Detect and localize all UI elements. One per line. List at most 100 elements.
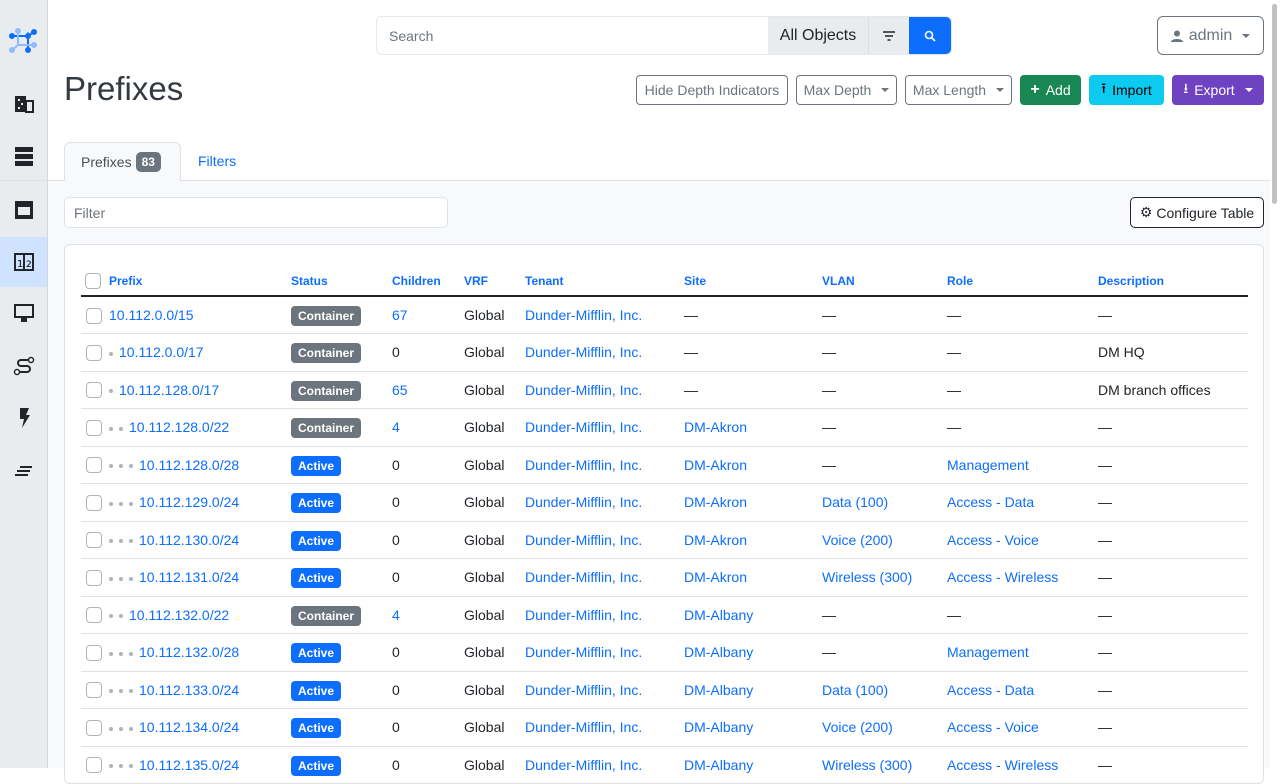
role-link[interactable]: Management: [947, 644, 1029, 661]
table-filter-input[interactable]: [64, 197, 448, 228]
select-all-checkbox[interactable]: [85, 273, 101, 289]
prefix-link[interactable]: 10.112.0.0/17: [119, 344, 204, 361]
tab-prefixes[interactable]: Prefixes 83: [64, 142, 181, 181]
circuits-icon[interactable]: [0, 341, 47, 391]
scrollbar[interactable]: [1270, 0, 1280, 768]
prefix-link[interactable]: 10.112.128.0/28: [139, 456, 240, 473]
add-button[interactable]: + Add: [1020, 75, 1081, 105]
row-checkbox[interactable]: [86, 382, 102, 399]
netbox-logo-icon[interactable]: [0, 14, 47, 64]
tenant-link[interactable]: Dunder-Mifflin, Inc.: [525, 456, 643, 473]
row-checkbox[interactable]: [86, 607, 102, 624]
tenant-link[interactable]: Dunder-Mifflin, Inc.: [525, 494, 643, 511]
scrollbar-thumb[interactable]: [1272, 4, 1277, 204]
row-checkbox[interactable]: [86, 532, 102, 549]
tenant-link[interactable]: Dunder-Mifflin, Inc.: [525, 606, 643, 623]
col-status[interactable]: Status: [291, 267, 392, 297]
site-link[interactable]: DM-Akron: [684, 419, 748, 436]
connections-icon[interactable]: [0, 185, 47, 235]
tenant-link[interactable]: Dunder-Mifflin, Inc.: [525, 531, 643, 548]
row-checkbox[interactable]: [86, 307, 102, 324]
children-link[interactable]: 65: [392, 381, 408, 398]
children-link[interactable]: 4: [392, 606, 400, 623]
role-link[interactable]: Management: [947, 456, 1029, 473]
vlan-link[interactable]: Data (100): [822, 494, 889, 511]
vlan-link[interactable]: Wireless (300): [822, 569, 913, 586]
search-input[interactable]: [377, 17, 768, 54]
tenant-link[interactable]: Dunder-Mifflin, Inc.: [525, 419, 643, 436]
vlan-link[interactable]: Voice (200): [822, 719, 893, 736]
other-icon[interactable]: [0, 446, 47, 496]
vlan-link[interactable]: Voice (200): [822, 531, 893, 548]
row-checkbox[interactable]: [86, 419, 102, 436]
prefix-link[interactable]: 10.112.131.0/24: [139, 569, 240, 586]
organization-icon[interactable]: [0, 79, 47, 129]
tenant-link[interactable]: Dunder-Mifflin, Inc.: [525, 344, 643, 361]
search-button[interactable]: [909, 17, 951, 54]
row-checkbox[interactable]: [86, 682, 102, 699]
col-prefix[interactable]: Prefix: [109, 267, 291, 297]
site-link[interactable]: DM-Albany: [684, 719, 754, 736]
filter-icon[interactable]: [869, 17, 909, 54]
row-checkbox[interactable]: [86, 644, 102, 661]
prefix-link[interactable]: 10.112.132.0/28: [139, 644, 240, 661]
site-link[interactable]: DM-Albany: [684, 681, 754, 698]
export-button[interactable]: ⭳ Export: [1172, 75, 1264, 105]
max-depth-dropdown[interactable]: Max Depth: [796, 75, 897, 105]
devices-icon[interactable]: [0, 132, 47, 182]
hide-depth-indicators-button[interactable]: Hide Depth Indicators: [636, 75, 788, 105]
col-role[interactable]: Role: [947, 267, 1098, 297]
vlan-link[interactable]: Data (100): [822, 681, 889, 698]
site-link[interactable]: DM-Albany: [684, 756, 754, 773]
tab-filters[interactable]: Filters: [198, 152, 237, 169]
prefix-link[interactable]: 10.112.0.0/15: [109, 307, 194, 323]
col-vlan[interactable]: VLAN: [822, 267, 947, 297]
prefix-link[interactable]: 10.112.128.0/17: [119, 381, 220, 398]
configure-table-button[interactable]: ⚙ Configure Table: [1130, 197, 1264, 228]
user-menu-button[interactable]: admin: [1157, 16, 1264, 55]
prefix-link[interactable]: 10.112.135.0/24: [139, 756, 240, 773]
col-site[interactable]: Site: [684, 267, 822, 297]
virtualization-icon[interactable]: [0, 288, 47, 338]
role-link[interactable]: Access - Data: [947, 494, 1035, 511]
tenant-link[interactable]: Dunder-Mifflin, Inc.: [525, 681, 643, 698]
tenant-link[interactable]: Dunder-Mifflin, Inc.: [525, 569, 643, 586]
site-link[interactable]: DM-Akron: [684, 569, 748, 586]
prefix-link[interactable]: 10.112.132.0/22: [129, 606, 230, 623]
col-children[interactable]: Children: [392, 267, 464, 297]
role-link[interactable]: Access - Voice: [947, 531, 1039, 548]
row-checkbox[interactable]: [86, 494, 102, 511]
row-checkbox[interactable]: [86, 719, 102, 736]
prefix-link[interactable]: 10.112.133.0/24: [139, 681, 240, 698]
site-link[interactable]: DM-Akron: [684, 456, 748, 473]
tenant-link[interactable]: Dunder-Mifflin, Inc.: [525, 644, 643, 661]
site-link[interactable]: DM-Albany: [684, 606, 754, 623]
col-tenant[interactable]: Tenant: [525, 267, 684, 297]
row-checkbox[interactable]: [86, 344, 102, 361]
children-link[interactable]: 67: [392, 307, 408, 323]
vlan-link[interactable]: Wireless (300): [822, 756, 913, 773]
row-checkbox[interactable]: [86, 757, 102, 774]
tenant-link[interactable]: Dunder-Mifflin, Inc.: [525, 307, 643, 323]
role-link[interactable]: Access - Data: [947, 681, 1035, 698]
prefix-link[interactable]: 10.112.134.0/24: [139, 719, 240, 736]
row-checkbox[interactable]: [86, 457, 102, 474]
row-checkbox[interactable]: [86, 569, 102, 586]
search-scope-dropdown[interactable]: All Objects: [768, 17, 869, 54]
max-length-dropdown[interactable]: Max Length: [905, 75, 1012, 105]
prefix-link[interactable]: 10.112.129.0/24: [139, 494, 240, 511]
col-description[interactable]: Description: [1098, 267, 1248, 297]
site-link[interactable]: DM-Akron: [684, 531, 748, 548]
tenant-link[interactable]: Dunder-Mifflin, Inc.: [525, 719, 643, 736]
site-link[interactable]: DM-Akron: [684, 494, 748, 511]
children-link[interactable]: 4: [392, 419, 400, 436]
prefix-link[interactable]: 10.112.128.0/22: [129, 419, 230, 436]
role-link[interactable]: Access - Wireless: [947, 756, 1059, 773]
power-icon[interactable]: [0, 393, 47, 443]
import-button[interactable]: ⭱ Import: [1089, 75, 1164, 105]
site-link[interactable]: DM-Albany: [684, 644, 754, 661]
role-link[interactable]: Access - Voice: [947, 719, 1039, 736]
tenant-link[interactable]: Dunder-Mifflin, Inc.: [525, 381, 643, 398]
prefix-link[interactable]: 10.112.130.0/24: [139, 531, 240, 548]
